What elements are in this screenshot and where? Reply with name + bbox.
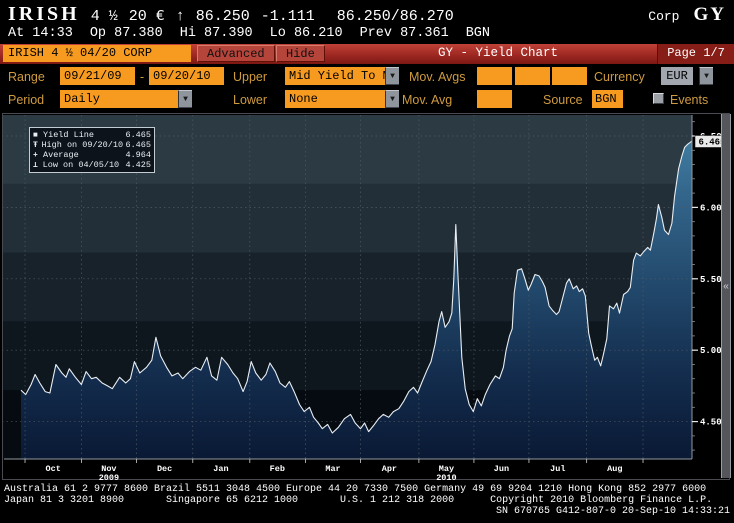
scrollbar-collapse-icon[interactable]: « xyxy=(722,282,729,293)
range-end-input[interactable]: 09/20/10 xyxy=(149,67,224,85)
svg-text:Aug: Aug xyxy=(607,464,622,474)
yield-line-swatch-icon: ■ xyxy=(33,130,38,140)
security-name: IRISH xyxy=(8,3,80,25)
security-header: IRISH 4 ½ 20 € ↑ 86.250 -1.111 86.250/86… xyxy=(8,3,726,27)
mov-avg-input[interactable] xyxy=(477,90,512,108)
range-start-input[interactable]: 09/21/09 xyxy=(60,67,135,85)
svg-text:5.500: 5.500 xyxy=(700,275,727,285)
mov-avg-input-3[interactable] xyxy=(552,67,587,85)
legend-label: Yield Line xyxy=(43,130,95,140)
function-code: GY xyxy=(693,4,726,25)
svg-text:6.000: 6.000 xyxy=(700,203,727,213)
svg-text:2009: 2009 xyxy=(99,473,119,481)
advanced-button[interactable]: Advanced xyxy=(197,45,275,62)
legend-label: Average xyxy=(43,150,79,160)
yield-line xyxy=(20,140,693,434)
svg-text:2010: 2010 xyxy=(436,473,456,481)
quote-stats-row: At 14:33 Op 87.380 Hi 87.390 Lo 86.210 P… xyxy=(8,26,490,44)
last-price: 86.250 xyxy=(195,8,250,25)
stat-time: At 14:33 xyxy=(8,26,73,41)
currency-select[interactable]: EUR xyxy=(661,67,693,85)
function-ribbon: IRISH 4 ½ 04/20 CORP Advanced Hide GY - … xyxy=(0,44,734,64)
bid-ask: 86.250/86.270 xyxy=(336,8,454,25)
upper-select[interactable]: Mid Yield To M xyxy=(285,67,385,85)
mov-avg-input-2[interactable] xyxy=(515,67,550,85)
lower-label: Lower xyxy=(233,93,268,107)
footer-contact-line-2: Japan 81 3 3201 8900 Singapore 65 6212 1… xyxy=(4,495,713,506)
legend-row-yield-line: ■ Yield Line 6.465 xyxy=(33,130,151,140)
legend-value: 6.465 xyxy=(125,130,151,140)
svg-text:Mar: Mar xyxy=(325,464,340,474)
range-separator: - xyxy=(140,70,145,84)
legend-label: Low on 04/05/10 xyxy=(42,160,120,170)
svg-text:Jul: Jul xyxy=(550,464,565,474)
legend-value: 4.425 xyxy=(125,160,151,170)
range-label: Range xyxy=(8,70,45,84)
price-change: -1.111 xyxy=(260,8,315,25)
currency-label: Currency xyxy=(594,70,645,84)
svg-text:Apr: Apr xyxy=(382,464,397,474)
period-select[interactable]: Daily xyxy=(60,90,178,108)
footer-serial-line: SN 670765 G412-807-0 20-Sep-10 14:33:21 xyxy=(495,506,730,517)
mov-avg-label: Mov. Avg xyxy=(402,93,453,107)
panel-scrollbar[interactable]: « xyxy=(721,114,731,478)
header-right: Corp GY xyxy=(648,4,726,26)
stat-high: Hi 87.390 xyxy=(179,26,253,41)
source-select[interactable]: BGN xyxy=(592,90,623,108)
legend-row-average: + Average 4.964 xyxy=(33,150,151,160)
svg-text:Jan: Jan xyxy=(213,464,228,474)
legend-value: 4.964 xyxy=(125,150,151,160)
svg-text:Feb: Feb xyxy=(270,464,285,474)
svg-text:Dec: Dec xyxy=(157,464,172,474)
legend-value: 6.465 xyxy=(125,140,151,150)
sector-label: Corp xyxy=(648,9,680,24)
mov-avg-input-1[interactable] xyxy=(477,67,512,85)
upper-label: Upper xyxy=(233,70,268,84)
period-dropdown-arrow-icon[interactable]: ▼ xyxy=(178,90,192,108)
chart-panel: 6.5006.0005.5005.0004.5006.465OctNovDecJ… xyxy=(0,113,734,483)
period-label: Period xyxy=(8,93,45,107)
yield-area-fill xyxy=(21,141,692,459)
chart-axes xyxy=(4,115,693,460)
lower-dropdown-arrow-icon[interactable]: ▼ xyxy=(385,90,399,108)
security-coupon: 4 ½ xyxy=(90,8,118,25)
mov-avgs-label: Mov. Avgs xyxy=(409,70,466,84)
currency-dropdown-arrow-icon[interactable]: ▼ xyxy=(699,67,713,85)
source-label: Source xyxy=(543,93,583,107)
legend-row-low: ⊥ Low on 04/05/10 4.425 xyxy=(33,160,151,170)
upper-dropdown-arrow-icon[interactable]: ▼ xyxy=(385,67,399,85)
svg-text:May: May xyxy=(439,464,454,474)
yield-chart: 6.5006.0005.5005.0004.5006.465OctNovDecJ… xyxy=(2,113,730,483)
x-axis-labels: Oct Nov Dec Jan Feb Mar Apr May Jun Jul Aug 2009 201… xyxy=(24,459,644,483)
function-title: GY - Yield Chart xyxy=(438,46,559,60)
svg-text:6.465: 6.465 xyxy=(698,137,725,147)
lower-select[interactable]: None xyxy=(285,90,385,108)
chart-legend: ■ Yield Line 6.465 Ŧ High on 09/20/10 6.… xyxy=(29,127,155,173)
svg-text:4.500: 4.500 xyxy=(700,418,727,428)
svg-text:Nov: Nov xyxy=(101,464,116,474)
hide-button[interactable]: Hide xyxy=(276,45,325,62)
legend-label: High on 09/20/10 xyxy=(41,140,124,150)
svg-text:Jun: Jun xyxy=(494,464,509,474)
security-maturity: 20 € xyxy=(128,8,165,25)
stat-low: Lo 86.210 xyxy=(269,26,343,41)
ticker-input[interactable]: IRISH 4 ½ 04/20 CORP xyxy=(3,45,191,62)
stat-open: Op 87.380 xyxy=(89,26,163,41)
events-label: Events xyxy=(670,93,709,107)
chart-gridlines xyxy=(2,115,692,459)
events-checkbox[interactable] xyxy=(653,93,664,104)
stat-source: BGN xyxy=(465,26,491,41)
high-marker-icon: Ŧ xyxy=(33,140,38,150)
footer-contact-line-1: Australia 61 2 9777 8600 Brazil 5511 304… xyxy=(4,484,707,495)
legend-row-high: Ŧ High on 09/20/10 6.465 xyxy=(33,140,151,150)
price-direction-arrow-icon: ↑ xyxy=(175,8,185,25)
average-marker-icon: + xyxy=(33,150,38,160)
svg-text:5.000: 5.000 xyxy=(700,346,727,356)
page-indicator: Page 1/7 xyxy=(657,44,734,64)
svg-text:Oct: Oct xyxy=(46,464,61,474)
stat-prev: Prev 87.361 xyxy=(359,26,449,41)
low-marker-icon: ⊥ xyxy=(33,161,38,170)
